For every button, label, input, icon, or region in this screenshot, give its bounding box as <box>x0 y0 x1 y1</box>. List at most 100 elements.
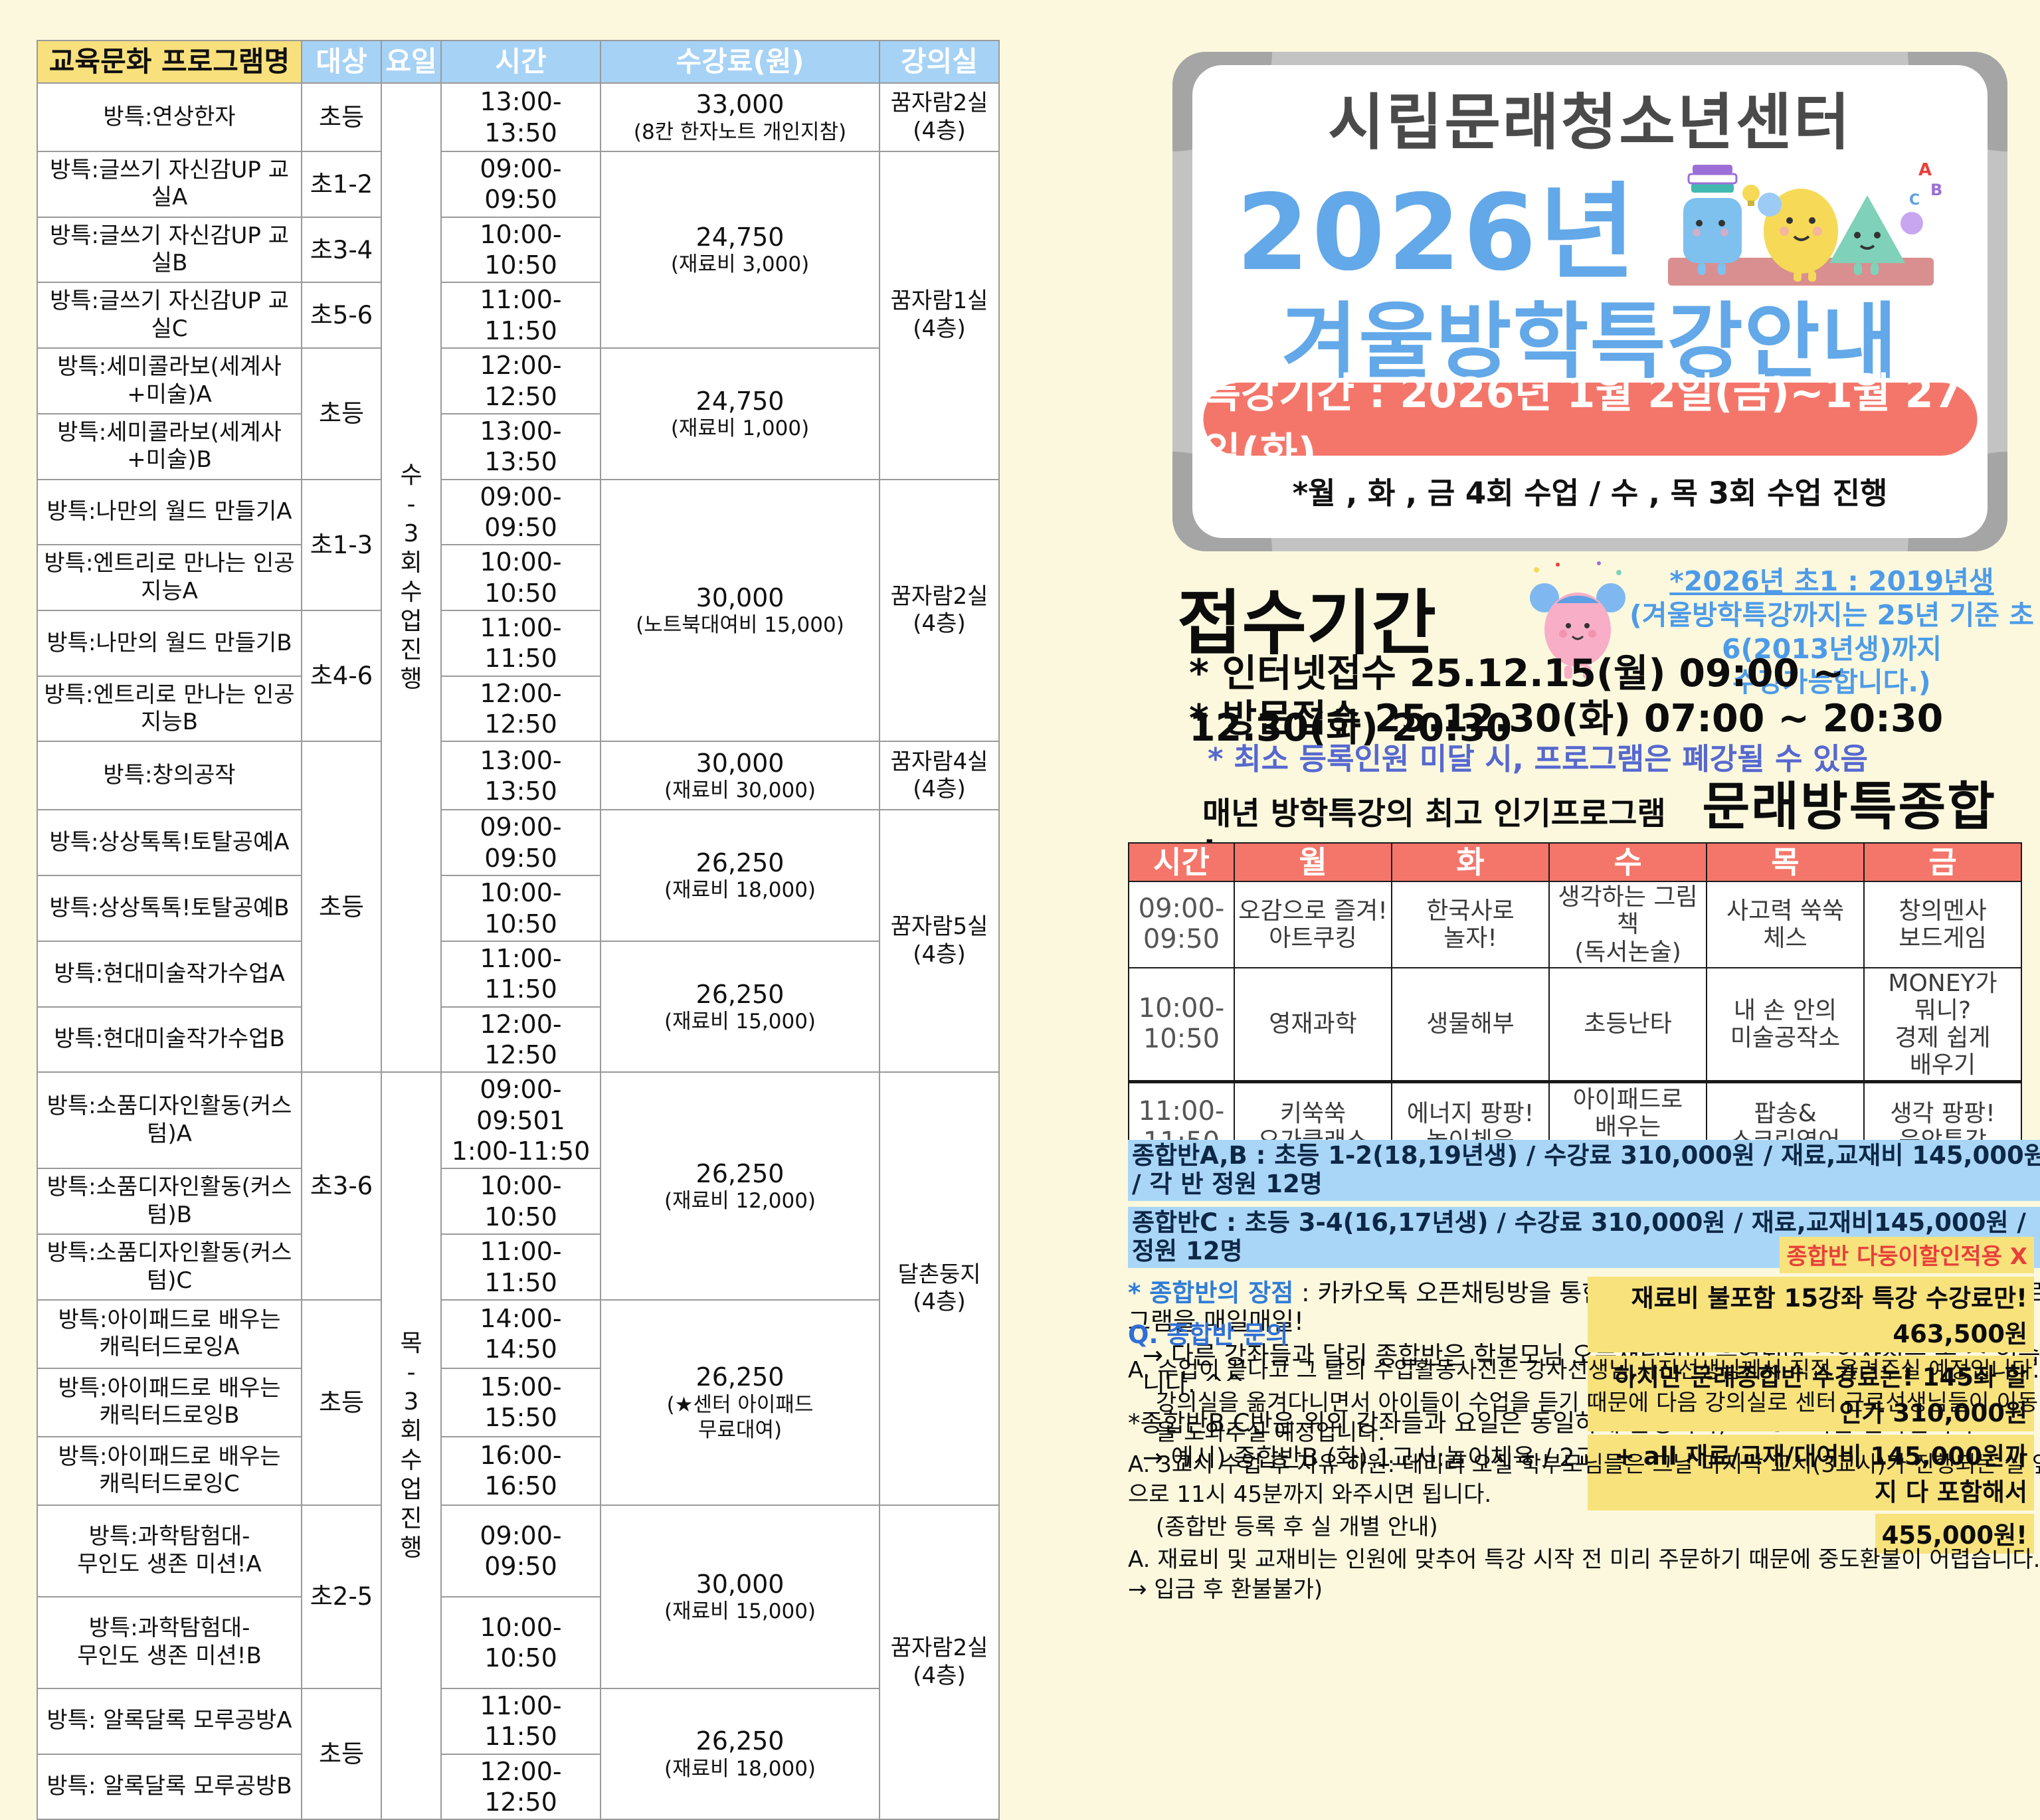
fee-note: (재료비 15,000) <box>664 1599 816 1624</box>
time-cell: 09:00-09:501 1:00-11:50 <box>440 1071 601 1170</box>
table-row: 방특:엔트리로 만나는 인공지능A 10:00-10:50 <box>37 544 999 612</box>
fee-amount: 26,250 <box>695 979 785 1009</box>
class-cell: 초등난타 <box>1548 966 1707 1083</box>
table-row: 방특:나만의 월드 만들기B 초4-6 11:00-11:50 <box>37 610 999 743</box>
room-cell: 꿈자람2실 (4층) <box>879 1504 1000 1820</box>
table-row: 방특:나만의 월드 만들기A 초1-3 09:00-09:50 30,000 (노트북대… <box>37 478 1000 743</box>
cheer-mascot-icon <box>1530 561 1625 679</box>
time-cell: 11:00-11:50 <box>440 1687 601 1755</box>
program-schedule-table: 교육문화 프로그램명 대상 요일 시간 수강료(원) 강의실 방특:연상한자 초등 수 - 3… <box>37 40 1000 1820</box>
table-row: 방특:엔트리로 만나는 인공지능B 12:00-12:50 <box>37 675 999 743</box>
program-table-body: 방특:연상한자 초등 수 - 3 회 수 업 진 행 13:00-13:50 33,00… <box>37 82 1000 1820</box>
fee-amount: 30,000 <box>695 748 785 778</box>
column-header: 시간 <box>440 40 601 84</box>
time-cell: 09:00-09:50 <box>440 151 601 218</box>
time-cell: 12:00-12:50 <box>440 347 601 414</box>
time-cell: 13:00-13:50 <box>440 412 601 480</box>
fee-cell: 26,250 (재료비 18,000) <box>600 809 880 942</box>
time-cell: 10:00-10:50 <box>440 875 601 942</box>
table-row: 방특:현대미술작가수업B 12:00-12:50 <box>37 1006 999 1073</box>
class-cell: 창의멘사 보드게임 <box>1863 881 2022 968</box>
column-header: 수강료(원) <box>600 40 880 84</box>
svg-text:B: B <box>1930 181 1942 199</box>
program-name-cell: 방특:엔트리로 만나는 인공지능B <box>37 675 302 743</box>
full-price-note: 재료비 불포함 15강좌 특강 수강료만! 463,500원 <box>1588 1277 2034 1352</box>
fee-cell: 24,750 (재료비 1,000) <box>600 347 880 480</box>
table-row: 10:00- 10:50 영재과학 생물해부 초등난타 내 손 안의 미술공작소 MONE… <box>1128 966 2022 1083</box>
table-row: 방특:현대미술작가수업A 11:00-11:50 26,250 (재료비 15,000… <box>37 940 999 1073</box>
qa-answer: (종합반 등록 후 실 개별 안내) <box>1156 1514 1438 1541</box>
time-cell: 13:00-13:50 <box>440 741 601 811</box>
room-cell: 꿈자람4실 (4층) <box>879 741 1000 811</box>
target-cell: 초등 <box>301 1299 382 1506</box>
program-name-cell: 방특:상상톡톡!토탈공예B <box>37 875 302 942</box>
program-name-cell: 방특:소품디자인활동(커스텀)C <box>37 1233 302 1301</box>
column-header: 목 <box>1706 842 1865 883</box>
class-cell: 한국사로 놀자! <box>1391 881 1550 968</box>
time-cell: 10:00-10:50 <box>440 1595 601 1689</box>
program-name-cell: 방특:아이패드로 배우는 캐릭터드로잉A <box>37 1299 302 1369</box>
qa-question: Q. 종합반 문의 <box>1128 1320 1289 1349</box>
center-name: 시립문래청소년센터 <box>1328 87 1852 158</box>
time-cell: 10:00-10:50 <box>440 544 601 612</box>
table-row: 방특:소품디자인활동(커스텀)A 초3-6 목 - 3 회 수 업 진 행 09:00… <box>37 1071 1000 1820</box>
fee-cell: 24,750 (재료비 3,000) <box>600 150 880 349</box>
fee-amount: 26,250 <box>695 848 785 878</box>
fee-note: (재료비 1,000) <box>670 416 810 441</box>
visit-reception-line: * 방문접수 25.12.30(화) 07:00 ~ 20:30 <box>1189 697 1944 741</box>
fee-amount: 24,750 <box>695 222 785 252</box>
program-table-header-row: 교육문화 프로그램명 대상 요일 시간 수강료(원) 강의실 <box>37 40 1000 84</box>
room-cell: 꿈자람5실 (4층) <box>879 809 1000 1073</box>
note-line: 종합반A,B : 초등 1-2(18,19년생) / 수강료 310,000원 … <box>1128 1140 2040 1202</box>
time-cell: 11:00-11:50 <box>440 1233 601 1301</box>
program-name-cell: 방특:세미콜라보(세계사+미술)B <box>37 412 302 480</box>
reception-heading: 접수기간 <box>1177 583 1437 664</box>
banner-title: 겨울방학특강안내 <box>1281 294 1899 390</box>
day-cell: 수 - 3 회 수 업 진 행 <box>381 82 442 1073</box>
target-cell: 초등 <box>301 347 382 480</box>
qa-answer: 강의실을 옮겨다니면서 아이들이 수업을 듣기 때문에 다음 강의실로 센터 근… <box>1156 1389 2038 1446</box>
time-cell: 09:00- 09:50 <box>1128 881 1235 968</box>
fee-amount: 26,250 <box>695 1726 785 1756</box>
target-cell: 초1-2 <box>301 151 382 218</box>
fee-cell: 26,250 (재료비 12,000) <box>600 1071 880 1301</box>
table-row: 방특:글쓰기 자신감UP 교실A 초1-2 09:00-09:50 24,750 (재료… <box>37 150 1000 480</box>
room-cell: 꿈자람1실 (4층) <box>879 151 1000 480</box>
fee-amount: 30,000 <box>695 583 785 612</box>
target-cell: 초4-6 <box>301 610 382 743</box>
time-cell: 12:00-12:50 <box>440 1753 601 1820</box>
program-name-cell: 방특:창의공작 <box>37 741 302 811</box>
program-name-cell: 방특:아이패드로 배우는 캐릭터드로잉B <box>37 1367 302 1437</box>
time-cell: 10:00-10:50 <box>440 1168 601 1235</box>
program-name-cell: 방특:나만의 월드 만들기A <box>37 478 302 546</box>
target-cell: 초5-6 <box>301 282 382 349</box>
fee-cell: 30,000 (노트북대여비 15,000) <box>600 478 880 743</box>
target-cell: 초3-4 <box>301 216 382 284</box>
time-cell: 15:00-15:50 <box>440 1367 601 1437</box>
target-cell: 초3-6 <box>301 1071 382 1301</box>
fee-cell: 30,000 (재료비 30,000) <box>600 741 880 811</box>
class-cell: MONEY가 뭐니? 경제 쉽게 배우기 <box>1863 966 2022 1083</box>
table-row: 방특:글쓰기 자신감UP 교실B 초3-4 10:00-10:50 <box>37 216 999 284</box>
note-lead: * 종합반의 장점 <box>1128 1279 1294 1308</box>
column-header: 금 <box>1863 842 2022 883</box>
fee-cell: 30,000 (재료비 15,000) <box>600 1504 880 1689</box>
internet-reception-line: * 인터넷접수 25.12.15(월) 09:00 ~ 12.30(화) 20:… <box>1189 652 1845 750</box>
fee-note: (재료비 3,000) <box>670 252 810 277</box>
class-count-note: *월 , 화 , 금 4회 수업 / 수 , 목 3회 수업 진행 <box>1292 476 1888 511</box>
fee-amount: 33,000 <box>695 90 785 120</box>
program-name-cell: 방특:현대미술작가수업B <box>37 1006 302 1073</box>
fee-cell: 26,250 (재료비 18,000) <box>600 1687 880 1820</box>
mascots-illustration-icon: A B C <box>1668 160 1942 286</box>
combo-header-row: 시간 월 화 수 목 금 <box>1128 842 2022 883</box>
class-cell: 내 손 안의 미술공작소 <box>1706 966 1865 1083</box>
banner-year: 2026년 <box>1236 171 1639 294</box>
age-eligibility-note: *2026년 초1 : 2019년생 (겨울방학특강까지는 25년 기준 초6(… <box>1629 565 2034 699</box>
column-header: 대상 <box>301 40 382 84</box>
time-cell: 14:00-14:50 <box>440 1299 601 1369</box>
qa-answer: A. 수업이 끝나고 그 날의 수업활동사진은 강사선생님,사진선생님께서 직접… <box>1128 1356 2040 1384</box>
time-cell: 12:00-12:50 <box>440 1006 601 1073</box>
class-cell: 오감으로 즐겨! 아트쿠킹 <box>1234 881 1392 968</box>
room-cell: 달촌둥지 (4층) <box>879 1071 1000 1506</box>
fee-amount: 24,750 <box>695 386 785 416</box>
